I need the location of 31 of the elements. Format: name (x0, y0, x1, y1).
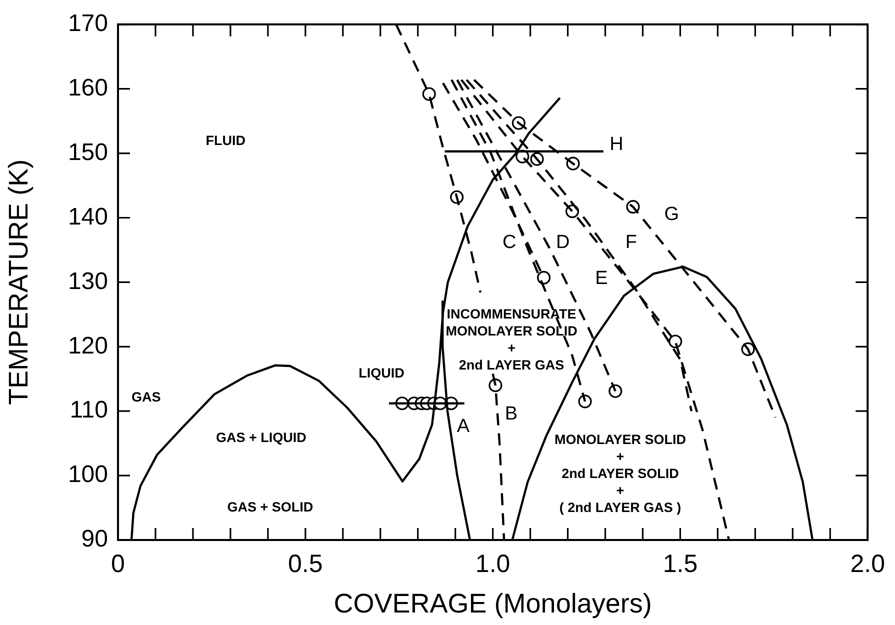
y-tick-label: 160 (68, 74, 108, 102)
annotation: GAS + SOLID (227, 499, 314, 514)
annotation: B (504, 404, 518, 425)
annotation: INCOMMENSURATE MONOLAYER SOLID + 2nd LAYER GAS (446, 306, 578, 372)
annotation: F (625, 232, 637, 254)
y-tick-label: 150 (68, 138, 108, 166)
x-tick-label: 0 (111, 550, 125, 578)
annotation: G (664, 204, 679, 225)
annotation: GAS + LIQUID (216, 430, 307, 445)
x-tick-label: 1.0 (475, 550, 510, 578)
annotation: D (556, 232, 570, 254)
annotation: C (502, 232, 516, 254)
x-tick-label: 1.5 (662, 550, 698, 578)
annotation: LIQUID (358, 365, 405, 380)
y-tick-label: 170 (68, 10, 108, 38)
annotation: E (595, 268, 608, 290)
y-tick-label: 110 (70, 396, 108, 424)
y-tick-label: 130 (68, 268, 108, 295)
annotation: H (610, 134, 624, 156)
y-tick-label: 100 (68, 461, 108, 488)
annotation: FLUID (206, 132, 246, 148)
x-axis-title: COVERAGE (Monolayers) (334, 588, 652, 618)
annotation: MONOLAYER SOLID + 2nd LAYER SOLID + ( 2nd LAYER GAS ) (554, 432, 686, 515)
y-tick-label: 90 (81, 526, 108, 553)
y-axis-title: TEMPERATURE (K) (4, 159, 34, 405)
y-tick-label: 140 (68, 203, 108, 230)
annotation: A (456, 416, 470, 437)
annotation: GAS (131, 389, 161, 404)
x-tick-label: 2.0 (850, 550, 886, 578)
x-tick-label: 0.5 (288, 550, 323, 578)
y-tick-label: 120 (68, 332, 108, 360)
